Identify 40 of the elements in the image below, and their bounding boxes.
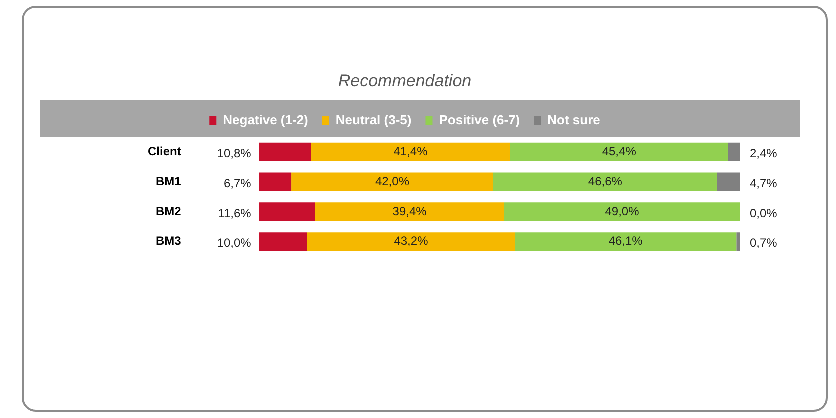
bar	[493, 172, 718, 192]
bar	[717, 172, 740, 192]
bar	[292, 172, 494, 192]
bar	[515, 232, 737, 252]
data-label: 11,6%	[218, 206, 252, 220]
bar	[504, 202, 740, 222]
bar	[311, 142, 510, 162]
data-label: 49,0%	[605, 204, 640, 218]
bar	[736, 232, 740, 252]
data-label: 45,4%	[602, 144, 637, 158]
data-label: 4,7%	[750, 176, 778, 190]
bar	[315, 202, 504, 222]
data-label: 10,8%	[217, 146, 252, 160]
data-label: 46,1%	[608, 234, 644, 248]
legend-label: Negative (1-2)	[223, 112, 308, 128]
data-label: 41,4%	[394, 144, 428, 158]
data-label: 0,0%	[750, 206, 778, 220]
data-label: 42,0%	[375, 174, 410, 188]
y-tick-label: BM3	[156, 234, 182, 248]
y-tick-label: BM2	[156, 204, 182, 218]
bar	[728, 142, 740, 162]
y-tick-label: Client	[148, 144, 182, 158]
data-label: 39,4%	[392, 204, 428, 218]
bar	[259, 172, 292, 192]
y-tick-label: BM1	[156, 174, 182, 188]
data-label: 10,0%	[217, 236, 252, 250]
bar	[259, 202, 316, 222]
chart-title: Recommendation	[338, 72, 472, 91]
bar	[510, 142, 728, 162]
bar	[259, 232, 308, 252]
bar	[259, 142, 312, 162]
bar	[307, 232, 516, 252]
data-label: 46,6%	[588, 174, 623, 188]
legend-label: Positive (6-7)	[439, 112, 520, 128]
legend-label: Not sure	[548, 112, 600, 128]
data-label: 0,7%	[750, 236, 778, 250]
legend-label: Neutral (3-5)	[336, 112, 412, 128]
data-label: 43,2%	[394, 234, 429, 248]
data-label: 2,4%	[750, 146, 778, 160]
data-label: 6,7%	[224, 176, 252, 190]
